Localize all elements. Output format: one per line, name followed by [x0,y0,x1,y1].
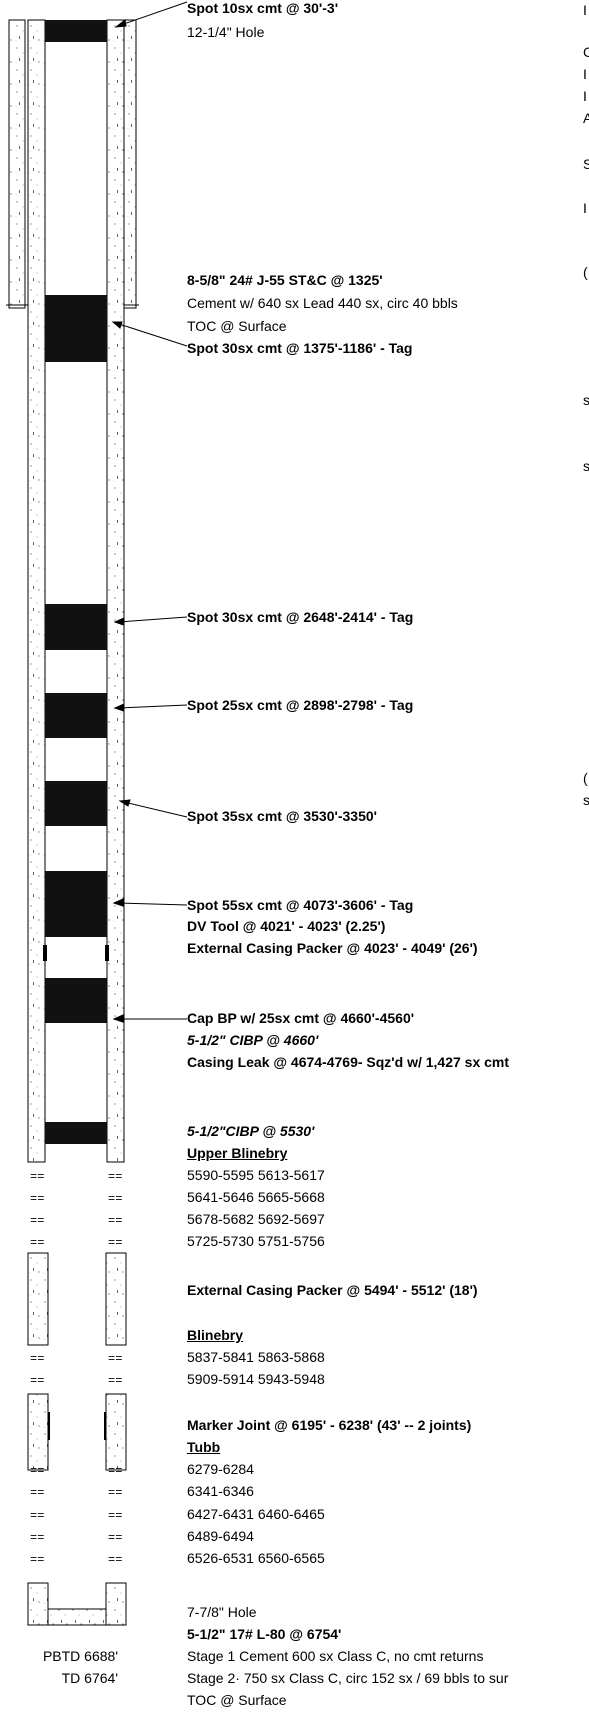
blinebry-perf-2: 5909-5914 5943-5948 [187,1371,325,1387]
edge-glyph-11: ( [583,770,588,786]
cement-plugs [45,20,107,1144]
label-ecp-4023: External Casing Packer @ 4023' - 4049' (… [187,940,478,956]
perf-marker-left-4: == [30,1236,45,1250]
edge-glyph-2: C [583,44,589,60]
edge-glyph-1: I [583,2,587,18]
label-blinebry: Blinebry [187,1327,244,1343]
perf-marker-left-3: == [30,1214,45,1228]
upper-blinebry-perf-2: 5641-5646 5665-5668 [187,1189,325,1205]
label-stage-1: Stage 1 Cement 600 sx Class C, no cmt re… [187,1648,484,1664]
label-surface-toc: TOC @ Surface [187,318,287,334]
upper-blinebry-perf-4: 5725-5730 5751-5756 [187,1233,325,1249]
edge-glyph-6: S [583,156,589,172]
perf-marker-right-6: == [108,1374,123,1388]
label-upper-blinebry: Upper Blinebry [187,1145,288,1161]
perf-marker-left-1: == [30,1170,45,1184]
edge-glyph-7: I [583,200,587,216]
tubb-perf-3: 6427-6431 6460-6465 [187,1506,325,1522]
perf-marker-left-10: == [30,1531,45,1545]
perf-marker-right-4: == [108,1236,123,1250]
tubb-perf-1: 6279-6284 [187,1461,254,1477]
plug-3530-3350 [45,781,107,826]
edge-glyph-8: ( [583,264,588,280]
edge-glyph-12: s [583,792,589,808]
tubb-perf-2: 6341-6346 [187,1483,254,1499]
label-hole-12-25: 12-1/4" Hole [187,24,265,40]
label-spot-30-3: Spot 10sx cmt @ 30'-3' [187,0,339,16]
perf-marker-right-8: == [108,1486,123,1500]
label-pbtd: PBTD 6688' [42,1648,118,1664]
tubb-perf-5: 6526-6531 6560-6565 [187,1550,325,1566]
upper-blinebry-perf-1: 5590-5595 5613-5617 [187,1167,325,1183]
plug-4073-3606 [45,871,107,937]
blinebry-perf-1: 5837-5841 5863-5868 [187,1349,325,1365]
label-stage-2: Stage 2· 750 sx Class C, circ 152 sx / 6… [187,1670,509,1686]
label-spot-1375-1186: Spot 30sx cmt @ 1375'-1186' - Tag [187,340,413,356]
label-spot-2648-2414: Spot 30sx cmt @ 2648'-2414' - Tag [187,609,414,625]
plug-2898-2798 [45,693,107,738]
label-td: TD 6764' [61,1670,118,1686]
plug-4660-4560 [45,978,107,1023]
plug-2648-2414 [45,604,107,650]
lower-casing-segments [27,1252,127,1626]
production-casing [27,19,125,1163]
perf-marker-left-2: == [30,1192,45,1206]
label-prod-casing: 5-1/2" 17# L-80 @ 6754' [187,1626,342,1642]
tubb-perf-4: 6489-6494 [187,1528,254,1544]
edge-glyph-5: A [583,110,589,126]
label-spot-4073-3606: Spot 55sx cmt @ 4073'-3606' - Tag [187,897,414,913]
label-cibp-4660: 5-1/2" CIBP @ 4660' [187,1032,319,1048]
label-prod-toc: TOC @ Surface [187,1692,287,1708]
perf-marker-left-7: == [30,1464,45,1478]
label-cibp-5530: 5-1/2"CIBP @ 5530' [187,1123,315,1139]
edge-glyph-3: I [583,66,587,82]
perf-marker-right-7: == [108,1464,123,1478]
perf-marker-left-9: == [30,1509,45,1523]
label-casing-leak: Casing Leak @ 4674-4769- Sqz'd w/ 1,427 … [187,1054,510,1070]
perf-marker-right-1: == [108,1170,123,1184]
perf-marker-left-6: == [30,1374,45,1388]
leader-lines [111,1,188,1023]
plug-30-3 [45,20,107,42]
upper-blinebry-perf-3: 5678-5682 5692-5697 [187,1211,325,1227]
label-surface-cement: Cement w/ 640 sx Lead 440 sx, circ 40 bb… [187,295,458,311]
plug-1375-1186 [45,295,107,362]
edge-glyph-10: s [583,458,589,474]
label-hole-7-875: 7-7/8" Hole [187,1604,257,1620]
plug-cibp-5530 [45,1122,107,1144]
label-dv-tool: DV Tool @ 4021' - 4023' (2.25') [187,918,386,934]
label-marker-joint: Marker Joint @ 6195' - 6238' (43' -- 2 j… [187,1417,472,1433]
perf-marker-right-5: == [108,1352,123,1366]
perf-marker-right-2: == [108,1192,123,1206]
perf-marker-right-9: == [108,1509,123,1523]
label-spot-2898-2798: Spot 25sx cmt @ 2898'-2798' - Tag [187,697,414,713]
label-spot-3530-3350: Spot 35sx cmt @ 3530'-3350' [187,808,377,824]
label-cap-bp: Cap BP w/ 25sx cmt @ 4660'-4560' [187,1010,415,1026]
perf-marker-left-5: == [30,1352,45,1366]
perf-marker-left-11: == [30,1553,45,1567]
edge-glyph-4: I [583,88,587,104]
label-tubb: Tubb [187,1439,221,1455]
label-ecp-5494: External Casing Packer @ 5494' - 5512' (… [187,1282,478,1298]
perf-marker-right-11: == [108,1553,123,1567]
perf-marker-left-8: == [30,1486,45,1500]
perf-marker-right-3: == [108,1214,123,1228]
perf-marker-right-10: == [108,1531,123,1545]
edge-glyph-9: s [583,392,589,408]
label-surface-casing: 8-5/8" 24# J-55 ST&C @ 1325' [187,272,383,288]
